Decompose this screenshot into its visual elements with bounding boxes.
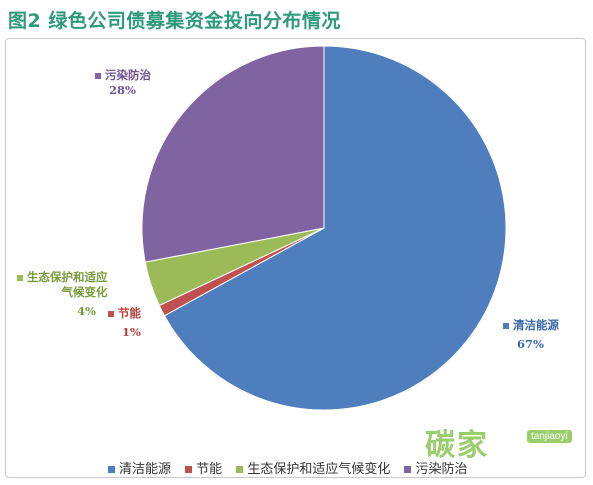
watermark-url: tanjiaoyi <box>527 430 572 443</box>
legend-swatch <box>404 466 412 473</box>
slice-pollution-control <box>141 45 325 263</box>
legend-swatch <box>236 466 244 473</box>
legend-item-eco: 生态保护和适应气候变化 <box>236 458 390 477</box>
legend-swatch <box>185 466 193 473</box>
label-eco: 生态保护和适应 气候变化 4% <box>17 270 108 319</box>
label-energy-saving: 节能 1% <box>108 306 141 340</box>
legend: 清洁能源 节能 生态保护和适应气候变化 污染防治 <box>108 458 477 477</box>
label-clean-energy: 清洁能源 67% <box>503 318 559 352</box>
label-swatch <box>17 275 23 281</box>
figure-title: 图2 绿色公司债募集资金投向分布情况 <box>8 10 341 32</box>
legend-item-clean-energy: 清洁能源 <box>108 458 171 477</box>
legend-item-energy-saving: 节能 <box>185 458 222 477</box>
label-swatch <box>503 323 509 329</box>
watermark-logo: 碳家 <box>425 428 489 463</box>
legend-swatch <box>108 466 115 473</box>
slice-clean-energy <box>163 45 507 411</box>
label-swatch <box>95 73 101 79</box>
label-pollution: 污染防治 28% <box>95 68 151 98</box>
legend-item-pollution: 污染防治 <box>404 458 467 477</box>
label-swatch <box>108 311 114 317</box>
